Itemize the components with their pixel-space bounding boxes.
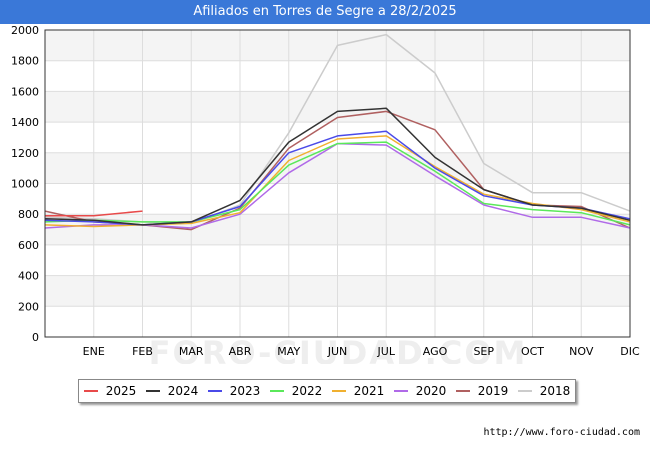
- legend-swatch: [207, 390, 222, 392]
- x-tick-label: MAR: [179, 345, 204, 358]
- legend-label: 2022: [291, 384, 323, 398]
- legend-label: 2021: [353, 384, 385, 398]
- legend-label: 2025: [105, 384, 137, 398]
- series-line-2022: [44, 141, 631, 226]
- legend-item-2022: 2022: [269, 384, 323, 398]
- y-tick-label: 1400: [11, 116, 39, 129]
- y-axis-ticks: 0 200 400 600 800 1000 1200 1400 1600 1800 2000: [11, 24, 39, 344]
- legend-item-2025: 2025: [83, 384, 137, 398]
- x-tick-label: SEP: [473, 345, 494, 358]
- legend-swatch: [393, 390, 408, 392]
- x-tick-label: AGO: [423, 345, 448, 358]
- x-tick-label: OCT: [521, 345, 544, 358]
- x-tick-label: FEB: [132, 345, 153, 358]
- x-tick-label: DIC: [620, 345, 640, 358]
- legend-item-2023: 2023: [207, 384, 261, 398]
- legend-label: 2020: [415, 384, 447, 398]
- line-chart: FORO-CIUDAD.COM 0 200 400 600 800 1000 1200 140…: [11, 24, 640, 364]
- series-line-2024: [44, 107, 631, 226]
- chart-title: Afiliados en Torres de Segre a 28/2/2025: [0, 0, 650, 24]
- plot-frame: [44, 29, 631, 338]
- legend-label: 2018: [539, 384, 571, 398]
- source-link[interactable]: http://www.foro-ciudad.com: [483, 427, 640, 438]
- y-tick-label: 800: [18, 208, 39, 221]
- y-tick-label: 600: [18, 239, 39, 252]
- legend-item-2019: 2019: [455, 384, 509, 398]
- legend-label: 2024: [167, 384, 199, 398]
- y-tick-label: 1000: [11, 178, 39, 191]
- legend-swatch: [83, 390, 98, 392]
- y-tick-label: 200: [18, 300, 39, 313]
- series-lines: [44, 33, 631, 231]
- legend-swatch: [517, 390, 532, 392]
- series-line-2025: [45, 210, 143, 217]
- legend-swatch: [455, 390, 470, 392]
- legend-item-2020: 2020: [393, 384, 447, 398]
- legend: 2025 2024 2023 2022 2021 2020 2019 2018: [78, 379, 576, 403]
- legend-swatch: [331, 390, 346, 392]
- x-tick-label: JUL: [377, 345, 396, 358]
- legend-label: 2023: [229, 384, 261, 398]
- x-axis-ticks: ENE FEB MAR ABR MAY JUN JUL AGO SEP OCT NOV DIC: [83, 345, 640, 358]
- y-tick-label: 0: [32, 331, 39, 344]
- y-tick-label: 2000: [11, 24, 39, 37]
- y-tick-label: 1200: [11, 147, 39, 160]
- x-tick-label: MAY: [277, 345, 300, 358]
- x-tick-label: NOV: [569, 345, 594, 358]
- x-tick-label: ENE: [83, 345, 105, 358]
- legend-swatch: [145, 390, 160, 392]
- watermark: FORO-CIUDAD.COM: [149, 334, 528, 364]
- y-tick-label: 1600: [11, 85, 39, 98]
- x-tick-label: JUN: [327, 345, 348, 358]
- y-tick-label: 400: [18, 270, 39, 283]
- x-tick-label: ABR: [229, 345, 252, 358]
- legend-item-2021: 2021: [331, 384, 385, 398]
- legend-swatch: [269, 390, 284, 392]
- y-tick-label: 1800: [11, 55, 39, 68]
- legend-item-2018: 2018: [517, 384, 571, 398]
- legend-label: 2019: [477, 384, 509, 398]
- legend-item-2024: 2024: [145, 384, 199, 398]
